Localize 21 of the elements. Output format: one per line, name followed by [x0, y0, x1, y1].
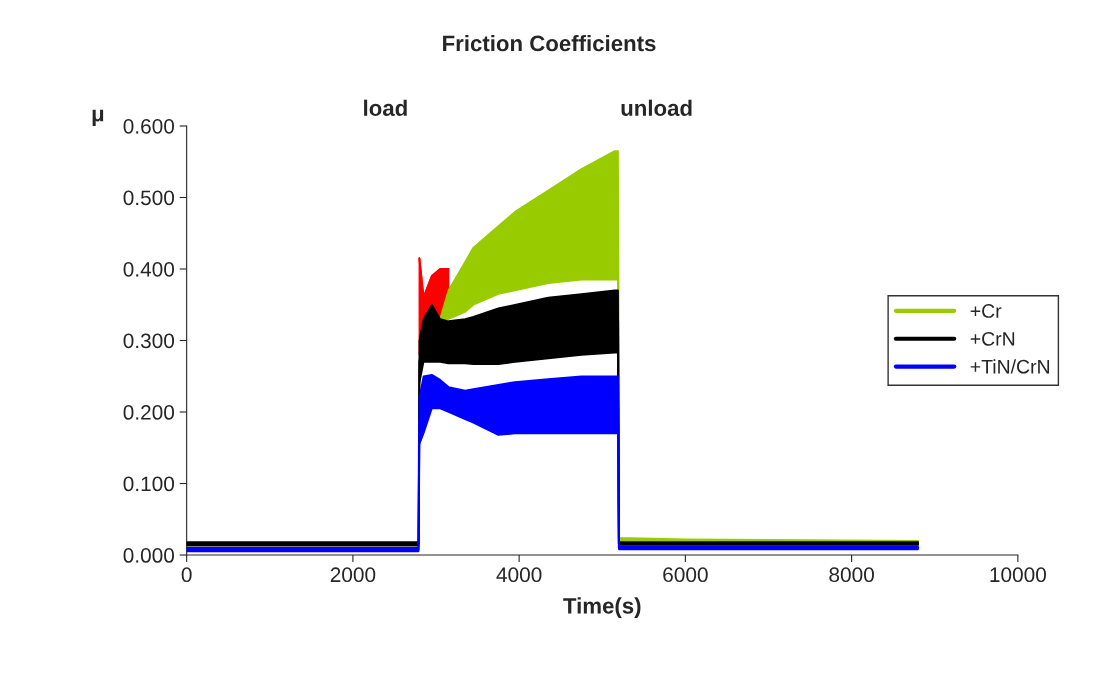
y-tick-label: 0.400: [123, 262, 175, 277]
text: load: [364, 99, 407, 116]
legend-label: +Cr: [970, 304, 1002, 318]
y-tick-label: 0.500: [123, 190, 175, 206]
legend-label: +TiN/CrN: [970, 359, 1050, 374]
y-tick-label: 0.600: [123, 118, 175, 134]
text: unload: [621, 99, 692, 116]
y-tick-label: 0.300: [123, 333, 175, 349]
x-tick-label: 0: [181, 567, 192, 583]
x-tick-label: 10000: [990, 567, 1046, 583]
x-tick-label: 2000: [330, 567, 376, 583]
y-tick-label: 0.000: [123, 548, 175, 563]
y-axis-title: μ: [92, 109, 104, 126]
x-axis-title: Time(s): [563, 597, 641, 619]
x-tick-label: 6000: [663, 567, 708, 583]
x-tick-label: 4000: [496, 567, 542, 583]
x-tick-label: 8000: [829, 567, 874, 583]
chart-title: Friction Coefficients: [443, 34, 656, 52]
y-tick-label: 0.200: [123, 405, 175, 420]
y-tick-label: 0.100: [123, 476, 175, 492]
legend-label: +CrN: [970, 331, 1015, 346]
